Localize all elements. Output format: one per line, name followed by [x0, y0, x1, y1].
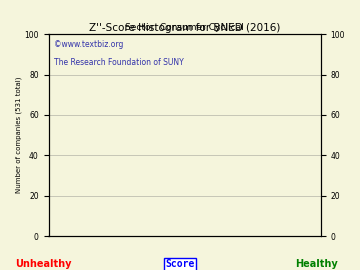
Text: Healthy: Healthy	[296, 259, 338, 269]
Title: Z''-Score Histogram for BNED (2016): Z''-Score Histogram for BNED (2016)	[89, 23, 280, 33]
Bar	[348, 226, 360, 236]
Text: Sector: Consumer Cyclical: Sector: Consumer Cyclical	[125, 23, 244, 32]
Text: The Research Foundation of SUNY: The Research Foundation of SUNY	[54, 58, 184, 68]
Text: ©www.textbiz.org: ©www.textbiz.org	[54, 40, 123, 49]
Y-axis label: Number of companies (531 total): Number of companies (531 total)	[15, 77, 22, 193]
Text: Unhealthy: Unhealthy	[15, 259, 71, 269]
Text: Score: Score	[165, 259, 195, 269]
Text: 2.8455: 2.8455	[0, 269, 1, 270]
